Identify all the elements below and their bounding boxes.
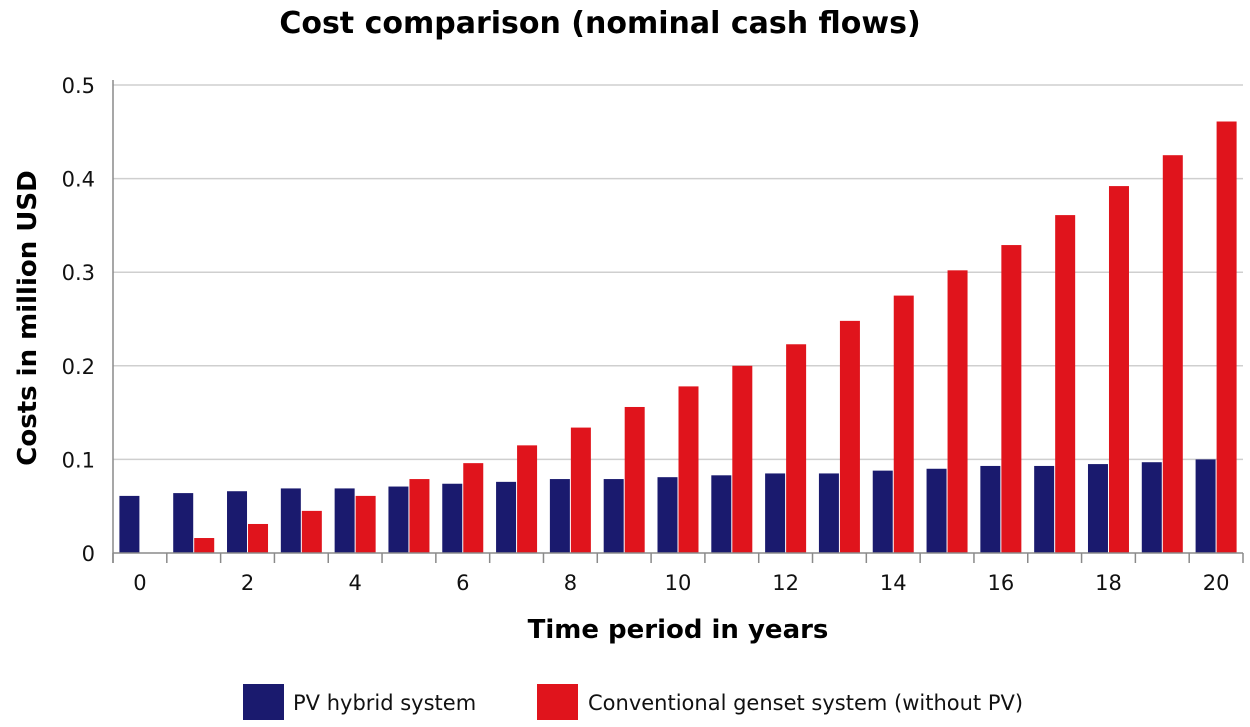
legend-swatch-pv-hybrid: [243, 684, 284, 720]
bar-conventional-genset-17: [1055, 215, 1076, 553]
bar-conventional-genset-8: [570, 427, 591, 553]
bar-conventional-genset-14: [893, 295, 914, 553]
x-tick-label: 8: [564, 571, 577, 595]
bar-conventional-genset-2: [248, 523, 269, 553]
x-tick-label: 18: [1095, 571, 1122, 595]
y-tick-label: 0.3: [62, 261, 95, 285]
legend-swatch-conventional-genset: [537, 684, 578, 720]
bar-conventional-genset-13: [839, 320, 860, 553]
chart-title: Cost comparison (nominal cash flows): [279, 6, 920, 41]
bar-conventional-genset-19: [1162, 155, 1183, 553]
y-tick-label: 0.5: [62, 74, 95, 98]
bar-conventional-genset-5: [409, 479, 430, 553]
bar-conventional-genset-12: [786, 344, 807, 553]
legend-label-conventional-genset: Conventional genset system (without PV): [588, 691, 1023, 715]
bar-pv-hybrid-19: [1141, 462, 1162, 553]
x-axis-title: Time period in years: [528, 615, 829, 645]
y-axis-title: Costs in million USD: [13, 170, 43, 465]
bar-pv-hybrid-11: [711, 475, 732, 553]
bar-conventional-genset-6: [463, 463, 484, 553]
bar-conventional-genset-11: [732, 365, 753, 553]
bar-pv-hybrid-6: [442, 483, 463, 553]
bars: [119, 121, 1237, 553]
bar-pv-hybrid-15: [926, 468, 947, 553]
bar-conventional-genset-18: [1108, 186, 1129, 553]
y-tick-label: 0: [82, 542, 95, 566]
bar-pv-hybrid-17: [1034, 465, 1055, 553]
bar-pv-hybrid-9: [603, 479, 624, 553]
gridlines: [113, 84, 1243, 461]
bar-pv-hybrid-16: [980, 465, 1001, 553]
x-tick-label: 2: [241, 571, 254, 595]
y-axis-ticks: 0 0.1 0.2 0.3 0.4 0.5: [62, 74, 95, 566]
bar-pv-hybrid-14: [872, 470, 893, 553]
x-tick-label: 0: [133, 571, 146, 595]
bar-conventional-genset-15: [947, 270, 968, 553]
bar-pv-hybrid-13: [818, 473, 839, 553]
bar-pv-hybrid-4: [334, 488, 355, 553]
bar-pv-hybrid-10: [657, 477, 678, 553]
bar-conventional-genset-20: [1216, 121, 1237, 553]
bar-pv-hybrid-1: [173, 493, 194, 553]
axes: [112, 80, 1243, 563]
bar-conventional-genset-3: [301, 510, 322, 553]
y-tick-label: 0.2: [62, 355, 95, 379]
x-tick-label: 12: [772, 571, 799, 595]
x-tick-label: 10: [665, 571, 692, 595]
bar-conventional-genset-16: [1001, 245, 1022, 553]
x-tick-label: 20: [1203, 571, 1230, 595]
bar-conventional-genset-9: [624, 406, 645, 553]
x-tick-label: 6: [456, 571, 469, 595]
bar-pv-hybrid-0: [119, 495, 140, 553]
bar-conventional-genset-7: [517, 445, 538, 553]
x-tick-label: 14: [880, 571, 907, 595]
bar-pv-hybrid-8: [549, 479, 570, 553]
bar-conventional-genset-1: [194, 538, 215, 553]
legend: PV hybrid system Conventional genset sys…: [243, 684, 1023, 720]
y-tick-label: 0.4: [62, 168, 95, 192]
bar-pv-hybrid-12: [765, 473, 786, 553]
legend-label-pv-hybrid: PV hybrid system: [293, 691, 476, 715]
x-tick-label: 4: [348, 571, 361, 595]
x-axis-ticks: 0 2 4 6 8 10 12 14 16 18 20: [112, 553, 1244, 595]
bar-pv-hybrid-2: [227, 491, 248, 553]
bar-pv-hybrid-5: [388, 486, 409, 553]
bar-pv-hybrid-20: [1195, 459, 1216, 553]
x-tick-label: 16: [987, 571, 1014, 595]
bar-pv-hybrid-3: [280, 488, 301, 553]
bar-conventional-genset-10: [678, 386, 699, 553]
bar-pv-hybrid-18: [1087, 464, 1108, 553]
y-tick-label: 0.1: [62, 448, 95, 472]
bar-conventional-genset-4: [355, 495, 376, 553]
bar-pv-hybrid-7: [496, 481, 517, 553]
